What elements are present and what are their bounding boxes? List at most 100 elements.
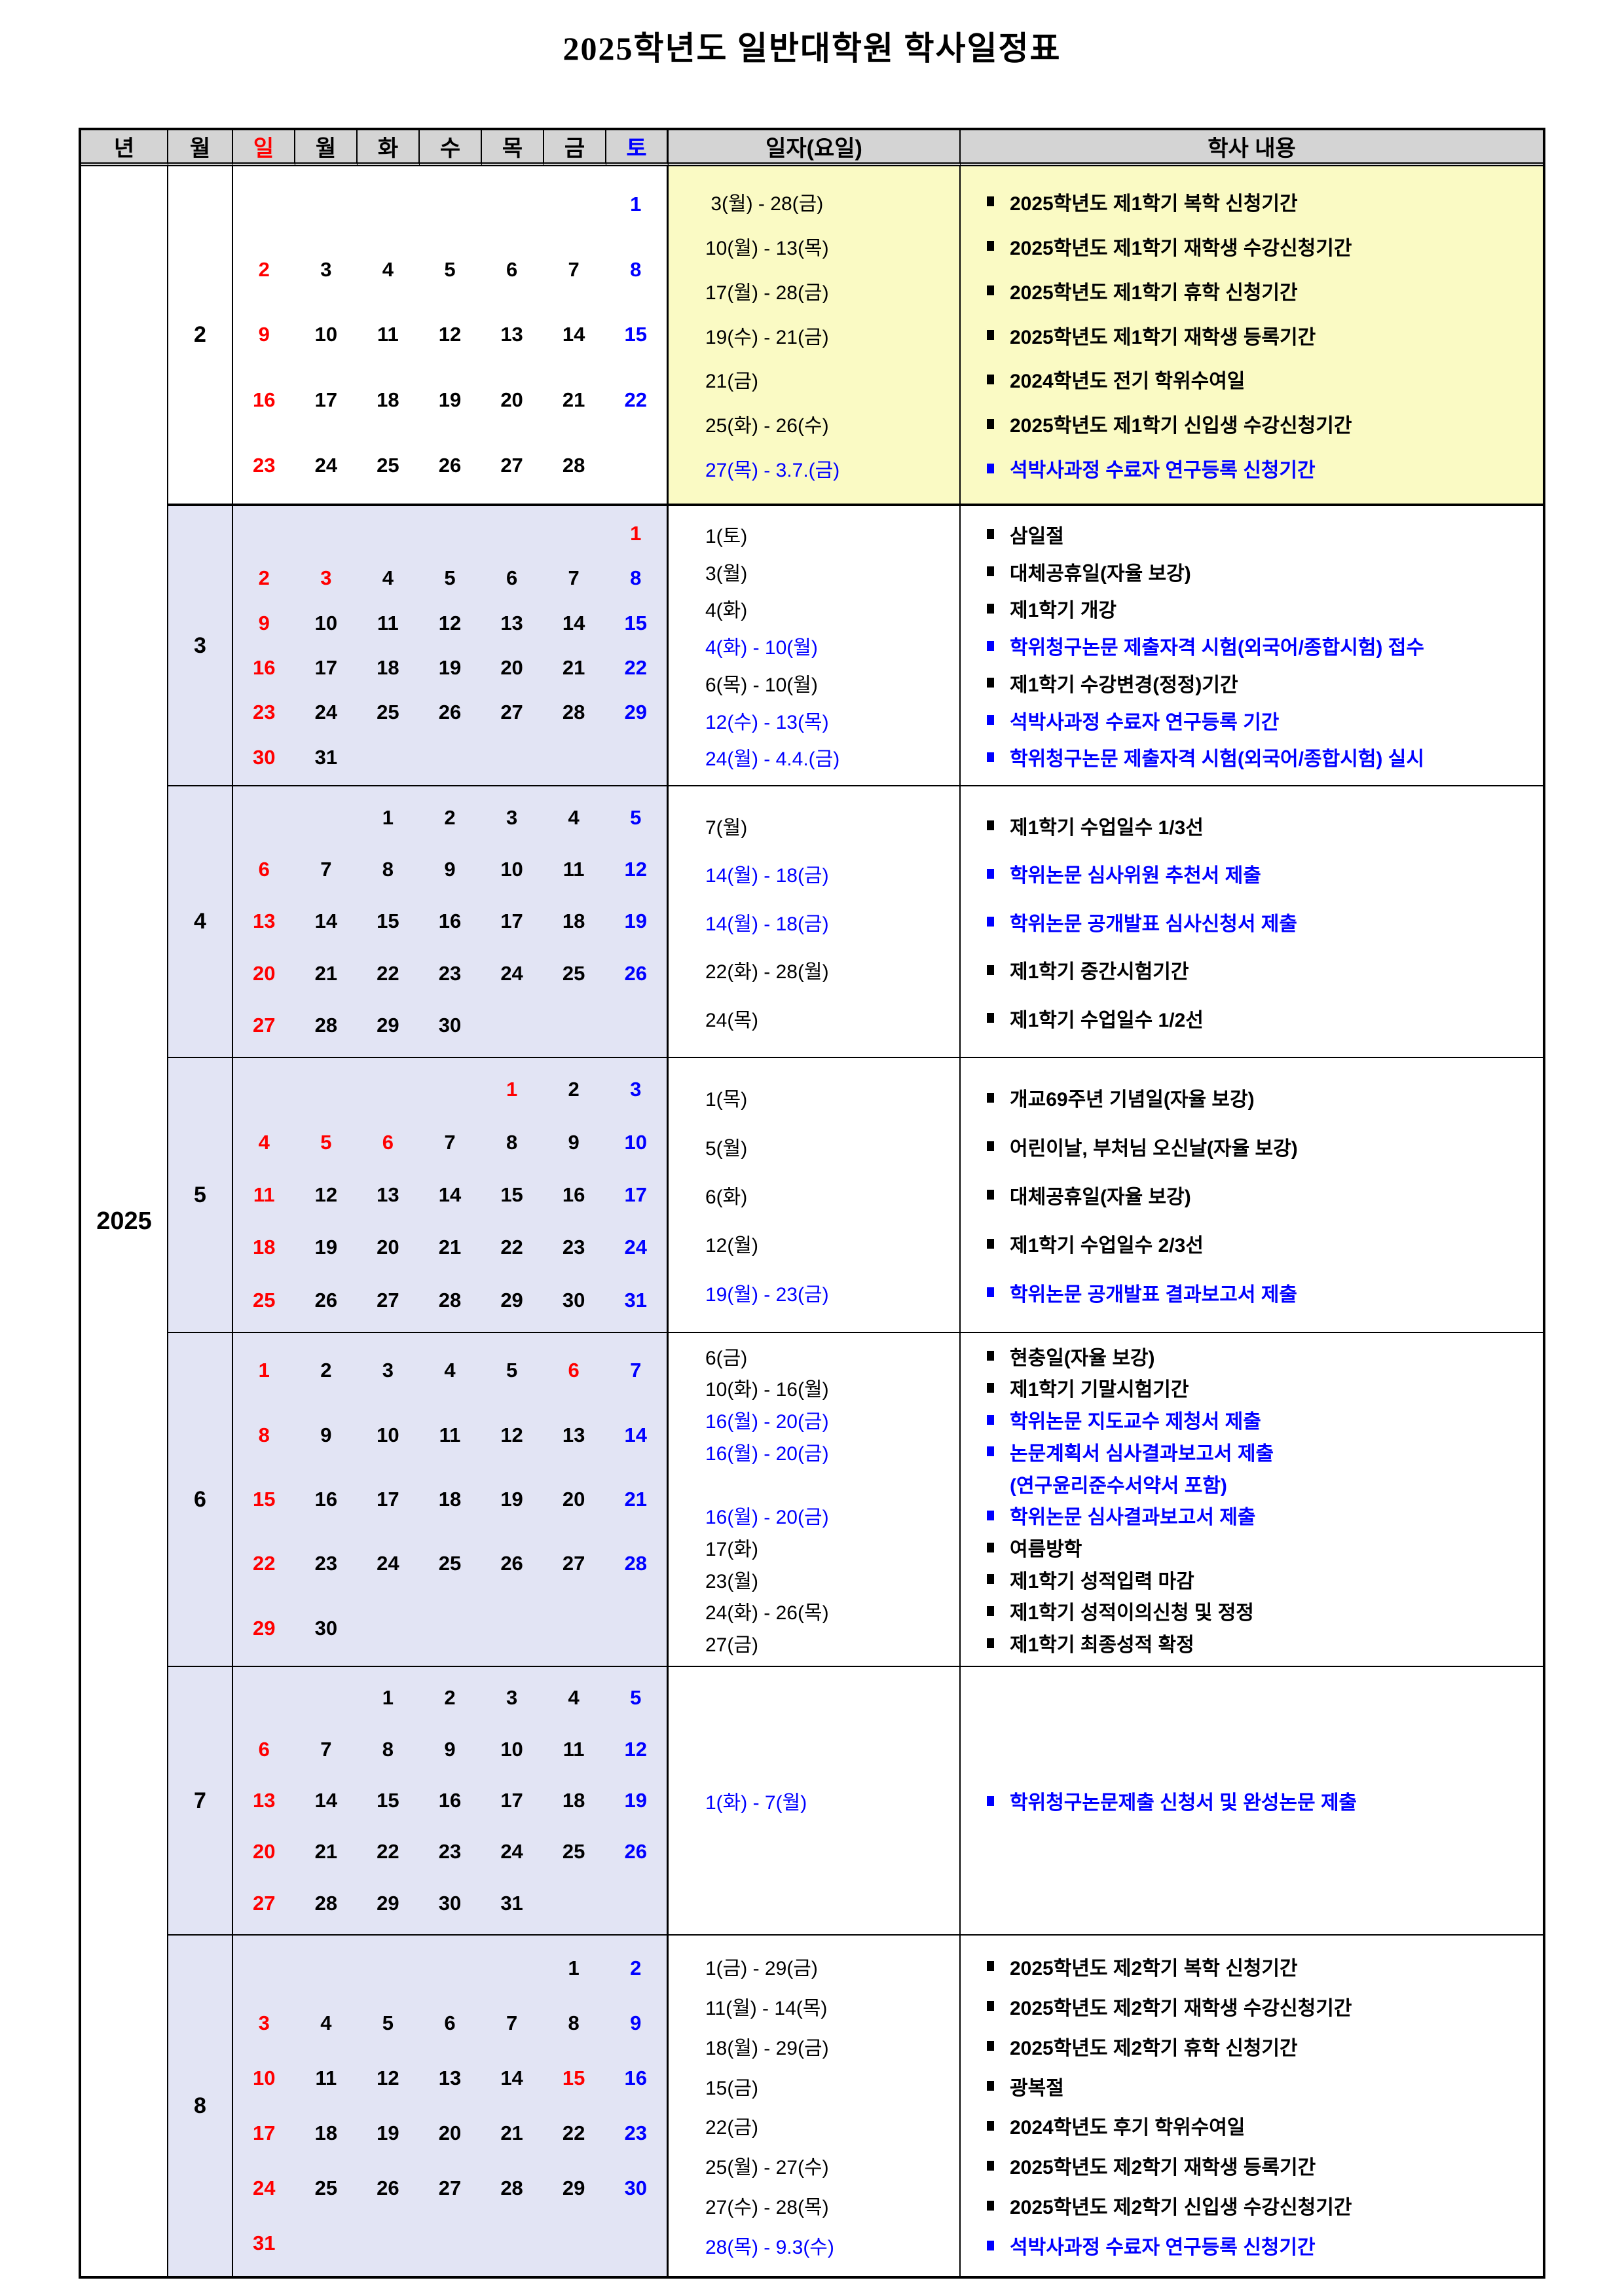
month-2-schedule: 3(월) - 28(금) 2025학년도 제1학기 복학 신청기간 10(월) - … bbox=[669, 166, 1543, 504]
square-bullet-icon bbox=[987, 1795, 994, 1806]
calendar-day: 5 bbox=[382, 2011, 394, 2034]
schedule-date: 25(월) - 27(수) bbox=[705, 2157, 829, 2179]
calendar-day: 12 bbox=[624, 858, 647, 881]
calendar-day: 6 bbox=[506, 257, 518, 281]
calendar-day: 25 bbox=[377, 701, 399, 724]
schedule-date: 6(화) bbox=[705, 1186, 748, 1208]
calendar-day: 1 bbox=[382, 1686, 394, 1710]
calendar-day: 3 bbox=[506, 805, 518, 829]
calendar-day: 11 bbox=[315, 2066, 337, 2089]
schedule-row: 14(월) - 18(금) 학위논문 심사위원 추천서 제출 bbox=[669, 859, 1543, 888]
calendar-day: 13 bbox=[438, 2066, 462, 2089]
schedule-date: 22(화) - 28(월) bbox=[705, 961, 829, 983]
calendar-day: 5 bbox=[320, 1130, 332, 1154]
calendar-day: 22 bbox=[624, 388, 647, 412]
calendar-day: 16 bbox=[438, 1788, 462, 1812]
calendar-day: 21 bbox=[314, 961, 338, 985]
calendar-day: 8 bbox=[258, 1423, 270, 1446]
calendar-day: 5 bbox=[444, 566, 456, 590]
calendar-day: 20 bbox=[253, 1840, 276, 1864]
calendar-day: 29 bbox=[500, 1288, 523, 1312]
calendar-day: 27 bbox=[500, 701, 523, 724]
calendar-day: 15 bbox=[562, 2066, 585, 2089]
calendar-day: 17 bbox=[314, 656, 338, 680]
calendar-day: 10 bbox=[624, 1130, 647, 1154]
calendar-day: 2 bbox=[630, 1956, 642, 1979]
schedule-date: 4(화) bbox=[705, 600, 748, 622]
schedule-event: 2025학년도 제1학기 신입생 수강신청기간 bbox=[959, 409, 1543, 438]
square-bullet-icon bbox=[987, 678, 994, 688]
schedule-event: 제1학기 개강 bbox=[959, 594, 1543, 623]
square-bullet-icon bbox=[987, 640, 994, 651]
calendar-day: 9 bbox=[444, 1737, 456, 1761]
square-bullet-icon bbox=[987, 1542, 994, 1552]
calendar-day: 29 bbox=[377, 1891, 399, 1915]
header-month: 월 bbox=[168, 130, 233, 166]
schedule-date: 3(월) - 28(금) bbox=[705, 193, 824, 215]
month-2-calendar-grid: 1 2 3 4 5 6 7 8 9 10 11 12 13 14 15 16 17 18 19 20 21 22 23 24 2… bbox=[233, 166, 667, 504]
header-day-mon: 월 bbox=[295, 130, 358, 166]
schedule-event-text: 제1학기 수업일수 1/3선 bbox=[1010, 817, 1204, 839]
calendar-day: 9 bbox=[630, 2011, 642, 2034]
schedule-event: 학위청구논문 제출자격 시험(외국어/종합시험) 접수 bbox=[959, 631, 1543, 660]
calendar-day: 3 bbox=[506, 1686, 518, 1710]
calendar-day: 24 bbox=[377, 1552, 399, 1575]
calendar-day: 4 bbox=[382, 566, 394, 590]
schedule-row: 6(목) - 10(월) 제1학기 수강변경(정정)기간 bbox=[669, 669, 1543, 697]
calendar-day: 14 bbox=[562, 323, 585, 346]
calendar-day: 19 bbox=[500, 1487, 523, 1511]
calendar-day: 4 bbox=[320, 2011, 332, 2034]
calendar-day: 26 bbox=[500, 1552, 523, 1575]
schedule-event-text: 학위논문 공개발표 심사신청서 제출 bbox=[1010, 913, 1298, 935]
schedule-event: (연구윤리준수서약서 포함) bbox=[959, 1469, 1543, 1498]
schedule-date: 16(월) - 20(금) bbox=[705, 1507, 829, 1529]
schedule-date: 1(금) - 29(금) bbox=[705, 1957, 818, 1979]
schedule-event-text: 삼일절 bbox=[1010, 525, 1064, 547]
calendar-day: 3 bbox=[258, 2011, 270, 2034]
month-5-calendar: 1 2 3 4 5 6 7 8 9 10 11 12 13 14 15 16 17 18 19 20 21 22 23 24 2… bbox=[233, 1057, 669, 1332]
schedule-row: 16(월) - 20(금) 논문계획서 심사결과보고서 제출 bbox=[669, 1437, 1543, 1466]
schedule-event-text: 대체공휴일(자율 보강) bbox=[1010, 1186, 1191, 1208]
calendar-day: 14 bbox=[500, 2066, 523, 2089]
calendar-day: 16 bbox=[253, 656, 276, 680]
schedule-event-text: 학위논문 심사결과보고서 제출 bbox=[1010, 1507, 1256, 1529]
schedule-event: 학위논문 공개발표 결과보고서 제출 bbox=[959, 1278, 1543, 1307]
calendar-day: 23 bbox=[253, 701, 276, 724]
schedule-date: 19(월) - 23(금) bbox=[705, 1283, 829, 1306]
schedule-date: 27(수) - 28(목) bbox=[705, 2197, 829, 2219]
calendar-day: 23 bbox=[624, 2121, 647, 2144]
schedule-event: 대체공휴일(자율 보강) bbox=[959, 1181, 1543, 1209]
schedule-row: 3(월) - 28(금) 2025학년도 제1학기 복학 신청기간 bbox=[669, 187, 1543, 216]
calendar-day: 13 bbox=[377, 1183, 399, 1206]
calendar-day: 2 bbox=[258, 566, 270, 590]
schedule-date: 22(금) bbox=[705, 2117, 758, 2139]
schedule-event-text: 제1학기 수업일수 1/2선 bbox=[1010, 1009, 1204, 1031]
schedule-event-text: 여름방학 bbox=[1010, 1539, 1082, 1561]
calendar-day: 17 bbox=[624, 1183, 647, 1206]
schedule-event-text: 2025학년도 제2학기 휴학 신청기간 bbox=[1010, 2037, 1298, 2059]
calendar-day: 3 bbox=[320, 257, 332, 281]
calendar-day: 1 bbox=[382, 805, 394, 829]
calendar-day: 24 bbox=[500, 961, 523, 985]
month-5-calendar-grid: 1 2 3 4 5 6 7 8 9 10 11 12 13 14 15 16 17 18 19 20 21 22 23 24 2… bbox=[233, 1058, 667, 1332]
calendar-day: 7 bbox=[506, 2011, 518, 2034]
header-content: 학사 내용 bbox=[961, 130, 1543, 166]
schedule-event: 광복절 bbox=[959, 2072, 1543, 2101]
schedule-event: 제1학기 성적입력 마감 bbox=[959, 1565, 1543, 1594]
schedule-row: 4(화) 제1학기 개강 bbox=[669, 594, 1543, 623]
calendar-day: 6 bbox=[258, 858, 270, 881]
schedule-date: 11(월) - 14(목) bbox=[705, 1997, 828, 2019]
calendar-day: 4 bbox=[382, 257, 394, 281]
schedule-row: 1(목) 개교69주년 기념일(자율 보강) bbox=[669, 1083, 1543, 1112]
schedule-row: 19(월) - 23(금) 학위논문 공개발표 결과보고서 제출 bbox=[669, 1278, 1543, 1307]
month-4-calendar-grid: 1 2 3 4 5 6 7 8 9 10 11 12 13 14 15 16 17 18 19 20 21 22 23 24 2… bbox=[233, 786, 667, 1057]
calendar-day: 13 bbox=[253, 909, 276, 933]
square-bullet-icon bbox=[987, 917, 994, 927]
month-5-schedule-list: 1(목) 개교69주년 기념일(자율 보강) 5(월) 어린이날, 부처님 오신날(자… bbox=[669, 1058, 1543, 1332]
month-6-calendar: 1 2 3 4 5 6 7 8 9 10 11 12 13 14 15 16 17 18 19 20 21 22 23 24 2… bbox=[233, 1332, 669, 1666]
month-6-number: 6 bbox=[168, 1332, 233, 1666]
calendar-day: 17 bbox=[500, 909, 523, 933]
schedule-row: 27(금) 제1학기 최종성적 확정 bbox=[669, 1628, 1543, 1657]
calendar-day: 11 bbox=[563, 858, 585, 881]
calendar-day: 4 bbox=[568, 805, 580, 829]
